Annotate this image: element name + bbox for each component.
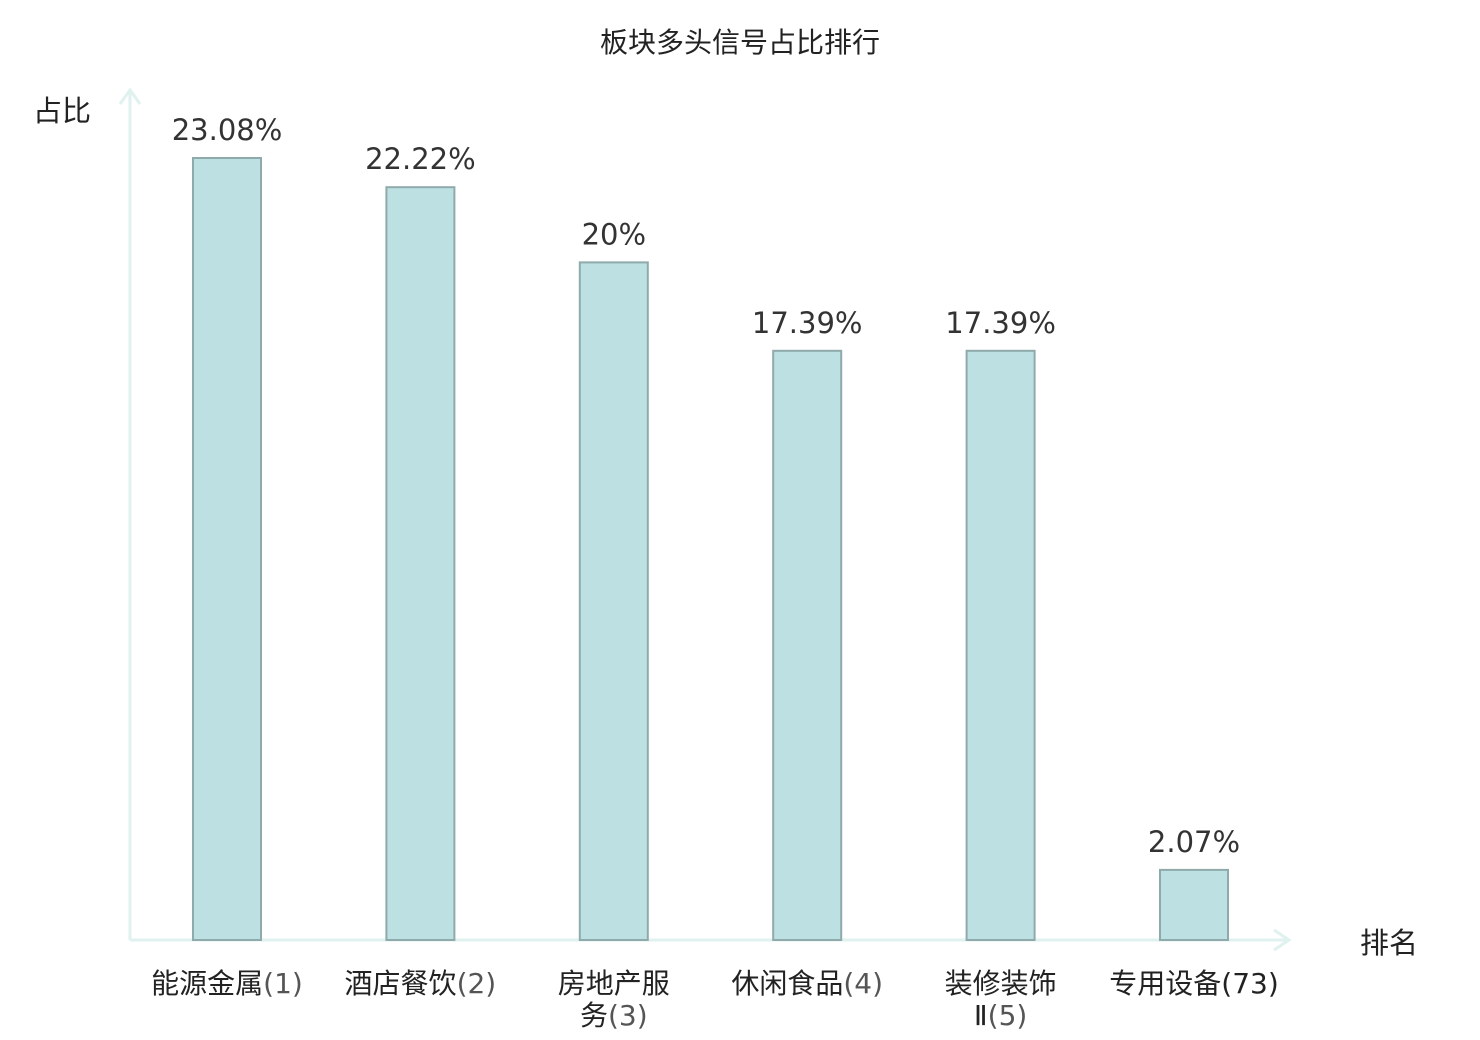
bar <box>772 349 843 941</box>
category-label: 能源金属(1) <box>151 967 303 1000</box>
bar <box>192 157 262 941</box>
y-axis-label: 占比 <box>33 94 91 128</box>
value-label: 23.08% <box>172 113 283 147</box>
value-label: 2.07% <box>1148 825 1240 859</box>
bar <box>578 261 649 941</box>
category-label-line: 房地产服 <box>558 967 670 1000</box>
category-label: 专用设备(73) <box>1109 967 1279 1000</box>
value-label: 17.39% <box>752 306 863 340</box>
x-axis-label: 排名 <box>1360 926 1418 960</box>
category-rank: (1) <box>263 967 303 1000</box>
category-label: 酒店餐饮(2) <box>345 967 497 1000</box>
category-label-line: 休闲食品 <box>731 967 843 1000</box>
category-label-line: 酒店餐饮 <box>345 967 457 1000</box>
category-label-line: Ⅱ <box>974 999 988 1032</box>
category-rank: (4) <box>843 967 883 1000</box>
category-labels: 能源金属(1) 酒店餐饮(2) 房地产服务(3) 休闲食品(4) 装修装饰 Ⅱ(5) 专用设… <box>151 967 1279 1032</box>
category-label: 房地产服务(3) <box>558 967 670 1032</box>
value-label: 22.22% <box>365 142 476 176</box>
value-labels: 23.08% 22.22% 20% 17.39% 17.39% 2.07% <box>172 113 1240 859</box>
y-axis-arrow <box>118 87 142 105</box>
category-rank: (73) <box>1221 967 1278 1000</box>
bar-series <box>192 157 1229 942</box>
category-label-line: 专用设备 <box>1109 967 1221 1000</box>
category-label-line: 务 <box>580 999 608 1032</box>
bar <box>385 186 456 941</box>
x-axis <box>130 928 1292 952</box>
category-label-line: 能源金属 <box>151 967 263 1000</box>
category-label: 休闲食品(4) <box>731 967 883 1000</box>
value-label: 20% <box>582 217 646 251</box>
bar <box>1159 868 1229 942</box>
value-label: 17.39% <box>945 306 1056 340</box>
category-rank: (3) <box>608 999 648 1032</box>
y-axis <box>118 87 142 940</box>
category-rank: (5) <box>988 999 1028 1032</box>
category-rank: (2) <box>457 967 497 1000</box>
x-axis-arrow <box>1273 928 1292 952</box>
category-label: 装修装饰 Ⅱ(5) <box>945 967 1057 1032</box>
category-label-line: 装修装饰 <box>945 967 1057 1000</box>
chart-title: 板块多头信号占比排行 <box>600 26 880 59</box>
bar <box>965 349 1036 941</box>
